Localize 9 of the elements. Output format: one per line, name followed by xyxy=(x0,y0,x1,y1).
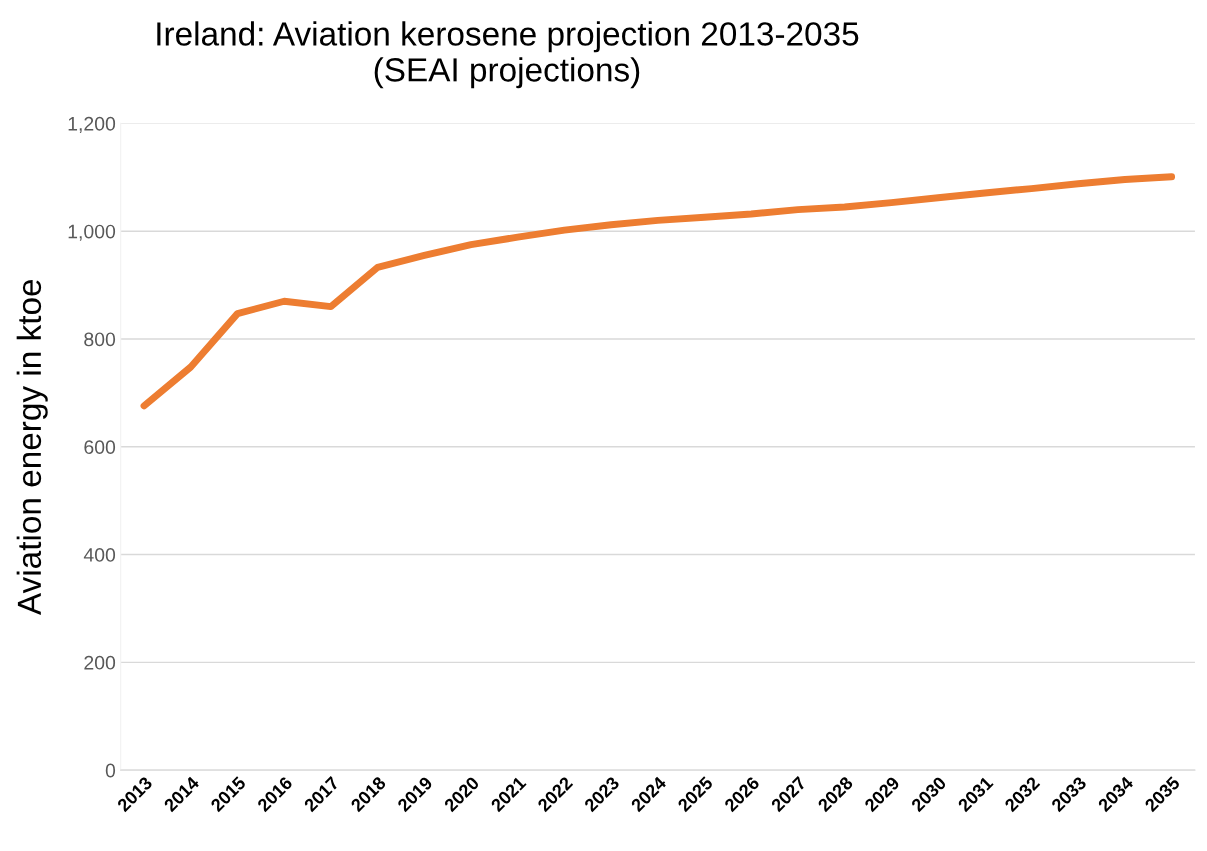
y-tick-label: 200 xyxy=(84,655,116,670)
y-tick-label: 1,200 xyxy=(68,116,116,133)
y-axis-title: Aviation energy in ktoe xyxy=(16,279,48,616)
chart-title: Ireland: Aviation kerosene projection 2013-2035 (SEAI projections) xyxy=(157,21,859,89)
y-tick-label: 800 xyxy=(84,332,116,347)
y-tick-label: 600 xyxy=(84,440,116,455)
y-tick-label: 1,000 xyxy=(68,224,116,241)
y-tick-label: 0 xyxy=(105,763,116,778)
y-tick-label: 400 xyxy=(83,548,116,562)
